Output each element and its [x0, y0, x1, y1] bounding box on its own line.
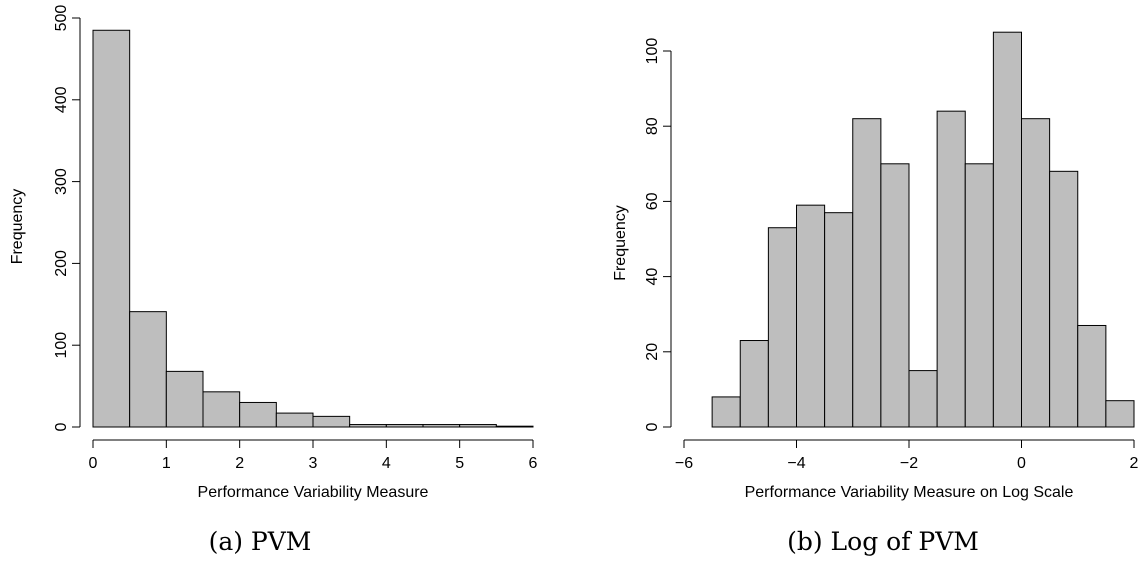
x-axis-label: Performance Variability Measure — [198, 484, 429, 501]
y-axis-label: Frequency — [612, 205, 629, 281]
histogram-bar — [964, 163, 994, 428]
x-tick-label: 1 — [162, 455, 171, 472]
histogram-bar — [908, 370, 938, 428]
histogram-bar — [459, 424, 497, 428]
y-tick-label: 60 — [644, 192, 661, 210]
y-tick-label: 0 — [644, 422, 661, 431]
histogram-bar — [92, 29, 131, 428]
y-tick-label: 80 — [644, 117, 661, 135]
x-tick-label: 2 — [1130, 455, 1139, 472]
x-tick-label: −2 — [900, 455, 918, 472]
y-tick-label: 400 — [53, 86, 70, 113]
histogram-bar — [767, 227, 797, 428]
histogram-bar — [422, 424, 461, 428]
x-tick-label: −6 — [675, 455, 693, 472]
y-tick-label: 300 — [53, 168, 70, 195]
histogram-bar — [711, 396, 741, 428]
histogram-bar — [275, 412, 314, 428]
y-axis-label: Frequency — [9, 189, 26, 265]
histogram-bar — [312, 415, 351, 428]
x-tick-label: 4 — [382, 455, 391, 472]
histogram-bar — [824, 212, 854, 428]
x-tick-label: 3 — [309, 455, 318, 472]
histogram-bar — [739, 340, 769, 428]
x-axis-label: Performance Variability Measure on Log S… — [745, 484, 1074, 501]
histogram-bar — [1077, 324, 1107, 428]
histogram-bar — [165, 370, 204, 428]
histogram-bar — [202, 391, 241, 428]
y-tick-label: 40 — [644, 268, 661, 286]
histogram-bar — [349, 424, 387, 428]
y-tick-label: 20 — [644, 343, 661, 361]
y-tick-label: 200 — [53, 250, 70, 277]
x-tick-label: −4 — [787, 455, 805, 472]
histogram-bar — [992, 31, 1022, 428]
y-tick-label: 500 — [53, 5, 70, 32]
x-tick-label: 0 — [1017, 455, 1026, 472]
histogram-bar — [495, 425, 534, 428]
histogram-bar — [1021, 118, 1051, 428]
y-tick-label: 100 — [53, 332, 70, 359]
caption-b: (b) Log of PVM — [787, 527, 979, 556]
histogram-bar — [880, 163, 910, 428]
histogram-bar — [1105, 400, 1135, 428]
y-tick-label: 0 — [53, 422, 70, 431]
histogram-bar — [1049, 170, 1079, 428]
x-tick-label: 0 — [89, 455, 98, 472]
histogram-pvm-panel: 0 1 2 3 4 5 6 0 100 200 300 400 500 Performance Varia… — [9, 5, 538, 501]
histogram-bar — [796, 204, 826, 428]
histogram-bar — [385, 424, 424, 428]
x-tick-label: 6 — [529, 455, 538, 472]
histogram-bar — [129, 311, 167, 428]
histogram-bar — [852, 118, 882, 428]
x-tick-label: 2 — [235, 455, 244, 472]
histogram-bar — [239, 401, 277, 428]
y-tick-label: 100 — [644, 38, 661, 65]
x-tick-label: 5 — [455, 455, 464, 472]
caption-a: (a) PVM — [209, 527, 312, 556]
histogram-bar — [936, 110, 966, 428]
